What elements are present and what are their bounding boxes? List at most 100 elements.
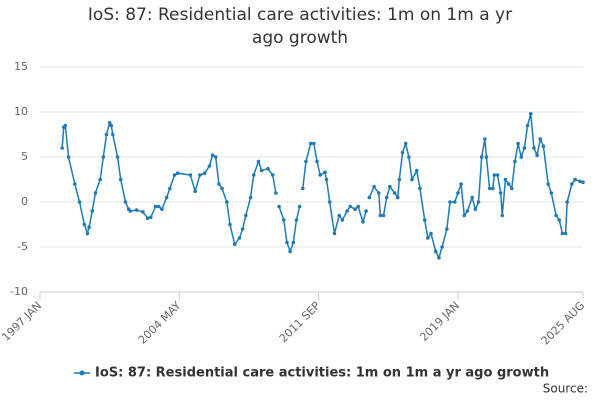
x-tick-label: 1997 JAN xyxy=(0,299,44,344)
data-point xyxy=(111,132,115,137)
data-point xyxy=(541,144,546,148)
y-tick-label: -5 xyxy=(17,240,28,253)
data-point xyxy=(378,213,383,218)
data-point xyxy=(570,182,574,186)
data-point xyxy=(277,204,281,209)
y-tick-label: 5 xyxy=(21,150,28,163)
data-point xyxy=(213,155,218,159)
data-point xyxy=(549,191,554,195)
data-point xyxy=(573,177,577,182)
data-point xyxy=(557,218,562,222)
data-point xyxy=(90,209,95,213)
data-point xyxy=(487,186,492,191)
data-point xyxy=(484,155,489,159)
data-point xyxy=(85,231,90,236)
data-point xyxy=(448,200,452,204)
data-point xyxy=(422,218,427,222)
data-point xyxy=(198,173,202,177)
data-point xyxy=(160,207,164,211)
data-point xyxy=(503,177,508,182)
data-point xyxy=(452,200,457,204)
data-point xyxy=(400,150,405,155)
data-point xyxy=(141,210,145,214)
data-point xyxy=(513,159,517,164)
data-point xyxy=(410,177,414,182)
data-point xyxy=(348,204,353,209)
data-point xyxy=(217,182,221,186)
data-point xyxy=(251,173,256,177)
data-point xyxy=(522,146,527,150)
data-point xyxy=(384,195,389,200)
data-point xyxy=(294,218,299,222)
chart-title: IoS: 87: Residential care activities: 1m… xyxy=(87,5,513,48)
data-point xyxy=(473,207,478,211)
data-point xyxy=(388,184,392,189)
data-point xyxy=(172,173,177,177)
y-tick-label: -10 xyxy=(10,285,28,298)
data-point xyxy=(403,141,408,146)
data-point xyxy=(563,231,568,236)
data-point xyxy=(470,195,474,200)
data-point xyxy=(266,166,270,171)
legend-marker xyxy=(79,370,85,376)
data-point xyxy=(168,186,172,191)
data-point xyxy=(107,121,112,125)
data-point xyxy=(361,220,365,224)
data-point xyxy=(291,240,296,245)
data-point xyxy=(248,195,253,200)
data-point xyxy=(244,213,248,218)
data-point xyxy=(367,195,372,200)
data-point xyxy=(407,155,411,159)
data-point xyxy=(535,153,539,157)
data-point xyxy=(426,236,430,240)
data-point xyxy=(82,222,87,227)
data-point xyxy=(498,191,503,195)
y-tick-label: 10 xyxy=(14,105,28,118)
data-point xyxy=(318,173,323,177)
data-point xyxy=(98,177,102,182)
data-point xyxy=(156,204,161,209)
data-point xyxy=(381,213,386,218)
data-point xyxy=(193,189,197,193)
data-point xyxy=(104,132,109,137)
y-tick-label: 0 xyxy=(21,195,28,208)
data-point xyxy=(87,225,91,229)
data-point xyxy=(376,191,381,195)
x-tick-label: 2011 SEP xyxy=(277,299,323,345)
data-point xyxy=(149,215,153,220)
data-point xyxy=(164,195,169,200)
series-line xyxy=(61,113,584,260)
data-point xyxy=(259,168,264,173)
data-point xyxy=(324,177,329,182)
x-tick-label: 2025 AUG xyxy=(539,299,588,348)
data-point xyxy=(281,218,286,222)
data-point xyxy=(356,204,361,209)
data-point xyxy=(115,155,120,159)
data-point xyxy=(123,200,128,204)
data-point xyxy=(225,200,229,204)
x-tick-label: 2019 JAN xyxy=(417,299,462,344)
data-point xyxy=(353,207,357,211)
data-point xyxy=(312,141,316,146)
data-point xyxy=(418,186,422,191)
legend-item: IoS: 87: Residential care activities: 1m… xyxy=(74,366,549,381)
data-point xyxy=(207,164,212,168)
data-point xyxy=(60,146,64,150)
data-point xyxy=(304,159,308,164)
data-point xyxy=(66,155,71,159)
data-point xyxy=(128,209,133,213)
data-point xyxy=(538,137,543,141)
data-point xyxy=(77,200,82,204)
data-point xyxy=(532,146,536,150)
data-point xyxy=(509,186,514,191)
data-point xyxy=(93,191,98,195)
data-point xyxy=(202,171,207,175)
y-tick-label: 15 xyxy=(14,60,28,73)
data-point xyxy=(237,236,242,240)
data-point xyxy=(109,123,114,128)
data-point xyxy=(63,123,68,128)
data-point xyxy=(479,155,484,159)
data-point xyxy=(256,159,261,164)
